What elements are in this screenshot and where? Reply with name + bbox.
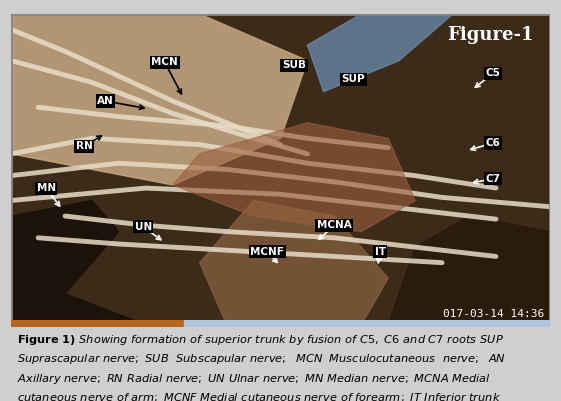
Text: SUB: SUB	[282, 60, 306, 70]
Text: $\bf{Figure\ 1)}$ $\it{Showing\ formation\ of\ superior\ trunk\ by\ fusion\ of\ : $\bf{Figure\ 1)}$ $\it{Showing\ formatio…	[17, 333, 505, 401]
Polygon shape	[11, 14, 307, 185]
Text: MN: MN	[36, 183, 56, 193]
Text: RN: RN	[76, 141, 93, 151]
Text: MCNF: MCNF	[250, 247, 284, 257]
Text: C5: C5	[486, 68, 500, 78]
Polygon shape	[11, 14, 550, 325]
Text: Figure-1: Figure-1	[447, 26, 534, 45]
Polygon shape	[307, 14, 453, 92]
Text: C6: C6	[486, 138, 500, 148]
Text: IT: IT	[375, 247, 386, 257]
Text: MCN: MCN	[151, 57, 178, 67]
Polygon shape	[11, 200, 146, 325]
Polygon shape	[388, 216, 550, 325]
Bar	[183, 320, 550, 327]
Text: C7: C7	[486, 174, 501, 184]
Bar	[11, 320, 183, 327]
Text: 017-03-14 14:36: 017-03-14 14:36	[443, 309, 544, 318]
Text: UN: UN	[135, 222, 152, 232]
Text: SUP: SUP	[342, 74, 365, 84]
Polygon shape	[200, 200, 388, 325]
Text: AN: AN	[97, 96, 114, 106]
Text: MCNA: MCNA	[317, 221, 352, 230]
Polygon shape	[173, 123, 415, 231]
